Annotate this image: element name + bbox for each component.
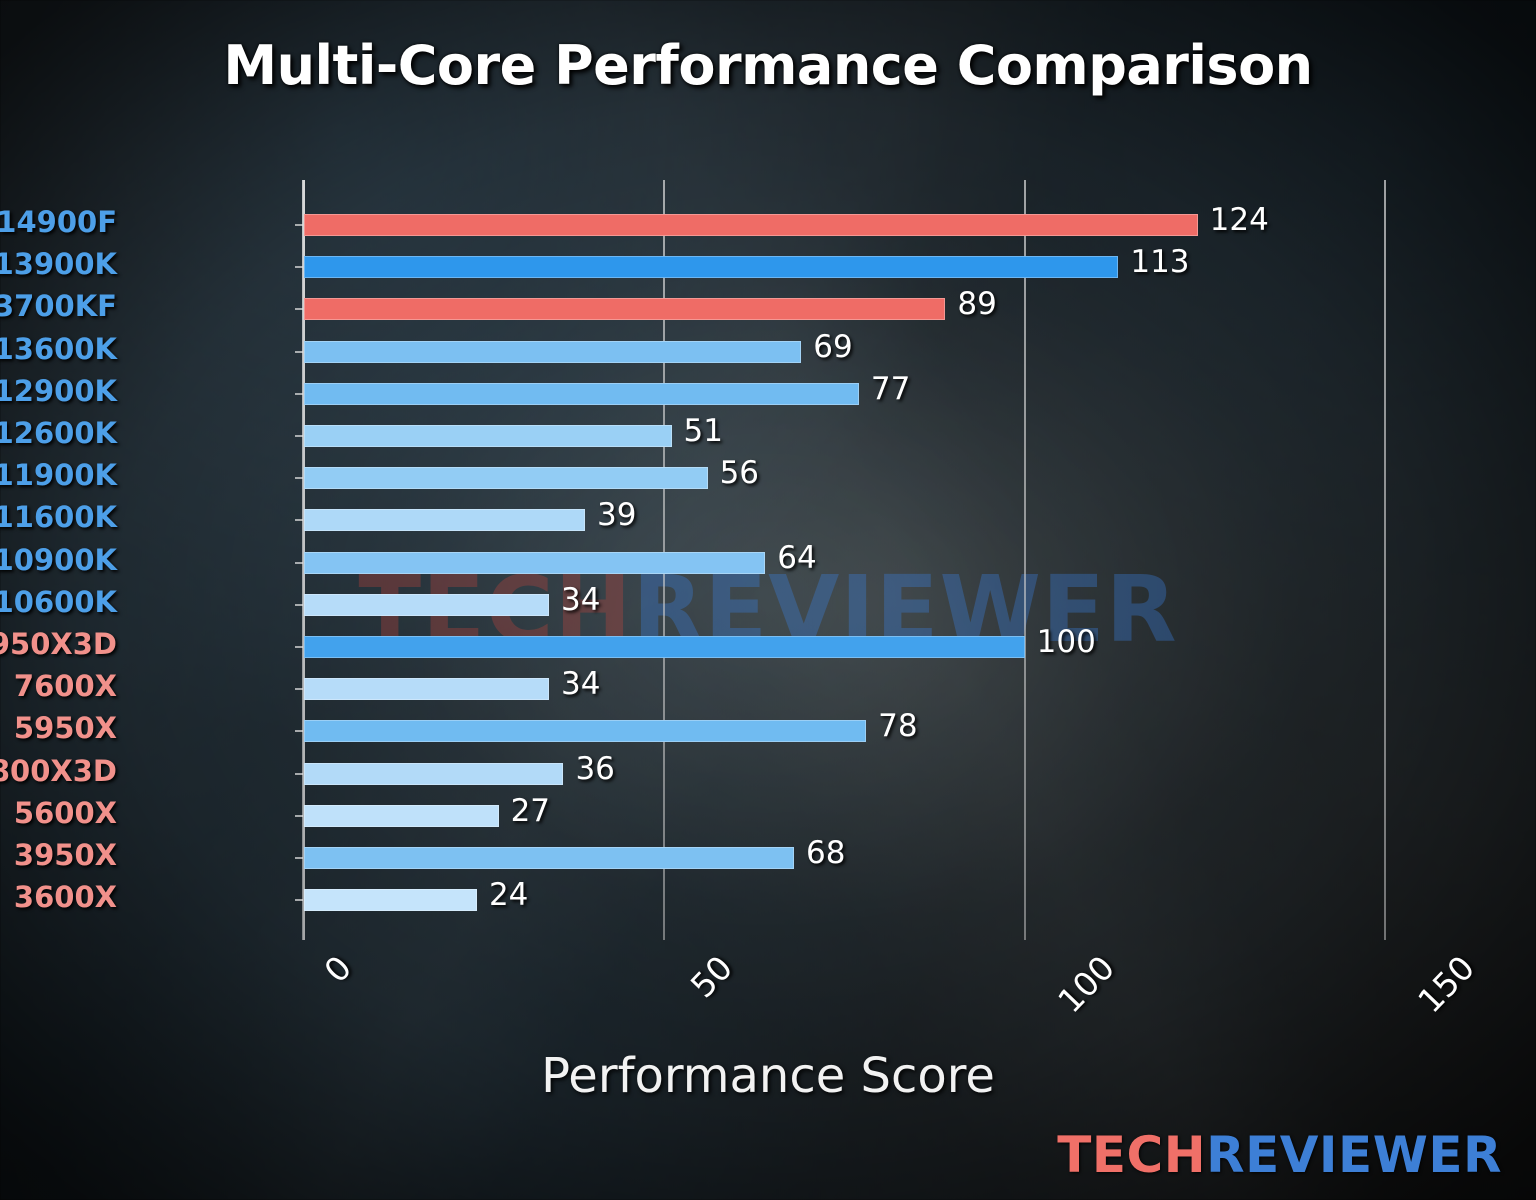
bar-row[interactable]: 7950X3D 100 — [0, 624, 1385, 668]
page-title: Multi-Core Performance Comparison — [223, 34, 1313, 97]
bar-13700kf[interactable] — [304, 298, 946, 321]
bar-row[interactable]: 13600K 69 — [0, 328, 1385, 373]
category-label-5800x3d: 5800X3D — [0, 753, 117, 788]
bar-value-5800x3d: 36 — [575, 750, 615, 787]
bar-row[interactable]: 11900K 56 — [0, 455, 1385, 499]
bar-row[interactable]: 5950X 78 — [14, 708, 1385, 752]
y-axis-tick — [295, 688, 303, 691]
bar-row[interactable]: 5800X3D 36 — [0, 750, 1385, 795]
brand-logo: TECHREVIEWER — [1057, 1126, 1502, 1184]
y-axis-tick — [295, 899, 303, 902]
category-label-12600k: 12600K — [0, 416, 117, 450]
category-label-5600x: 5600X — [13, 795, 117, 830]
category-label-3950x: 3950X — [13, 838, 117, 872]
bar-row[interactable]: 12900K 77 — [0, 370, 1385, 415]
bar-14900f[interactable] — [304, 214, 1198, 236]
gridline-150 — [1384, 180, 1386, 940]
bar-5950x[interactable] — [304, 720, 867, 743]
category-label-13900k: 13900K — [0, 247, 117, 282]
y-axis-tick — [295, 224, 303, 226]
bar-value-7600x: 34 — [561, 666, 601, 703]
category-label-3600x: 3600X — [13, 880, 117, 915]
category-label-7600x: 7600X — [13, 669, 117, 704]
bar-5600x[interactable] — [304, 804, 499, 827]
bar-13900k[interactable] — [304, 256, 1119, 279]
bar-12600k[interactable] — [304, 425, 672, 447]
bar-value-14900f: 124 — [1209, 202, 1269, 238]
bar-value-10600k: 34 — [561, 581, 601, 618]
bar-11600k[interactable] — [304, 509, 586, 532]
bar-5800x3d[interactable] — [304, 762, 564, 785]
bar-value-7950x3d: 100 — [1036, 624, 1096, 660]
bar-value-13900k: 113 — [1130, 244, 1190, 281]
y-axis-tick — [295, 772, 303, 775]
bar-7950x3d[interactable] — [304, 636, 1025, 658]
y-axis-tick — [295, 814, 303, 817]
bar-value-5950x: 78 — [878, 708, 918, 745]
bar-13600k[interactable] — [304, 340, 802, 363]
category-label-7950x3d: 7950X3D — [0, 627, 117, 661]
bar-row[interactable]: 11600K 39 — [0, 497, 1385, 541]
bar-3600x[interactable] — [304, 889, 477, 912]
y-axis-tick — [295, 477, 303, 480]
y-axis-tick — [295, 350, 303, 353]
bar-value-12600k: 51 — [683, 413, 723, 449]
bar-value-3600x: 24 — [488, 877, 529, 914]
bar-row[interactable]: 13900K 113 — [0, 244, 1385, 288]
bar-row[interactable]: 10900K 64 — [0, 539, 1385, 584]
bar-7600x[interactable] — [304, 678, 550, 701]
bar-row[interactable]: 13700KF 89 — [0, 286, 1385, 330]
y-axis-tick — [295, 519, 303, 522]
bar-value-10900k: 64 — [777, 539, 817, 576]
category-label-13700kf: 13700KF — [0, 289, 117, 324]
bar-row[interactable]: 5600X 27 — [14, 792, 1385, 837]
y-axis-tick — [295, 435, 303, 437]
bar-value-13600k: 69 — [813, 328, 853, 365]
bar-10600k[interactable] — [304, 593, 550, 616]
bar-10900k[interactable] — [304, 551, 766, 574]
category-label-11900k: 11900K — [0, 458, 117, 493]
bar-value-3950x: 68 — [806, 835, 846, 871]
x-axis-label: Performance Score — [541, 1048, 995, 1104]
bar-row[interactable]: 7600X 34 — [14, 666, 1385, 710]
logo-reviewer: REVIEWER — [1206, 1126, 1502, 1184]
bar-value-11900k: 56 — [719, 455, 760, 492]
bar-row[interactable]: 3600X 24 — [14, 877, 1385, 921]
bar-value-12900k: 77 — [870, 370, 911, 407]
y-axis-tick — [295, 603, 303, 606]
y-axis-tick — [295, 857, 303, 859]
category-label-13600k: 13600K — [0, 331, 117, 366]
bar-value-11600k: 39 — [597, 497, 637, 534]
bar-row[interactable]: 14900F 124 — [0, 202, 1385, 246]
bar-row[interactable]: 12600K 51 — [0, 413, 1385, 457]
logo-tech: TECH — [1057, 1126, 1207, 1184]
bar-row[interactable]: 10600K 34 — [0, 581, 1385, 626]
bar-value-13700kf: 89 — [957, 286, 997, 323]
y-axis-tick — [295, 561, 303, 564]
bar-11900k[interactable] — [304, 467, 708, 490]
y-axis-tick — [295, 392, 303, 395]
gridline-100 — [1023, 180, 1026, 940]
bar-3950x[interactable] — [304, 847, 795, 869]
y-axis-tick — [295, 730, 303, 733]
category-label-10600k: 10600K — [0, 584, 117, 619]
category-label-12900k: 12900K — [0, 373, 117, 408]
y-axis-tick — [295, 646, 303, 648]
y-axis-tick — [295, 266, 303, 269]
chart-plot-area: 14900F 124 13900K 113 13700KF 89 13600K 69 12900… — [0, 180, 1386, 940]
category-label-11600k: 11600K — [0, 500, 117, 535]
bar-value-5600x: 27 — [510, 792, 551, 829]
y-axis-tick — [295, 308, 303, 311]
category-label-10900k: 10900K — [0, 542, 117, 577]
bar-12900k[interactable] — [304, 382, 859, 405]
category-label-14900f: 14900F — [0, 205, 117, 239]
bar-row[interactable]: 3950X 68 — [14, 835, 1385, 879]
category-label-5950x: 5950X — [13, 711, 117, 746]
